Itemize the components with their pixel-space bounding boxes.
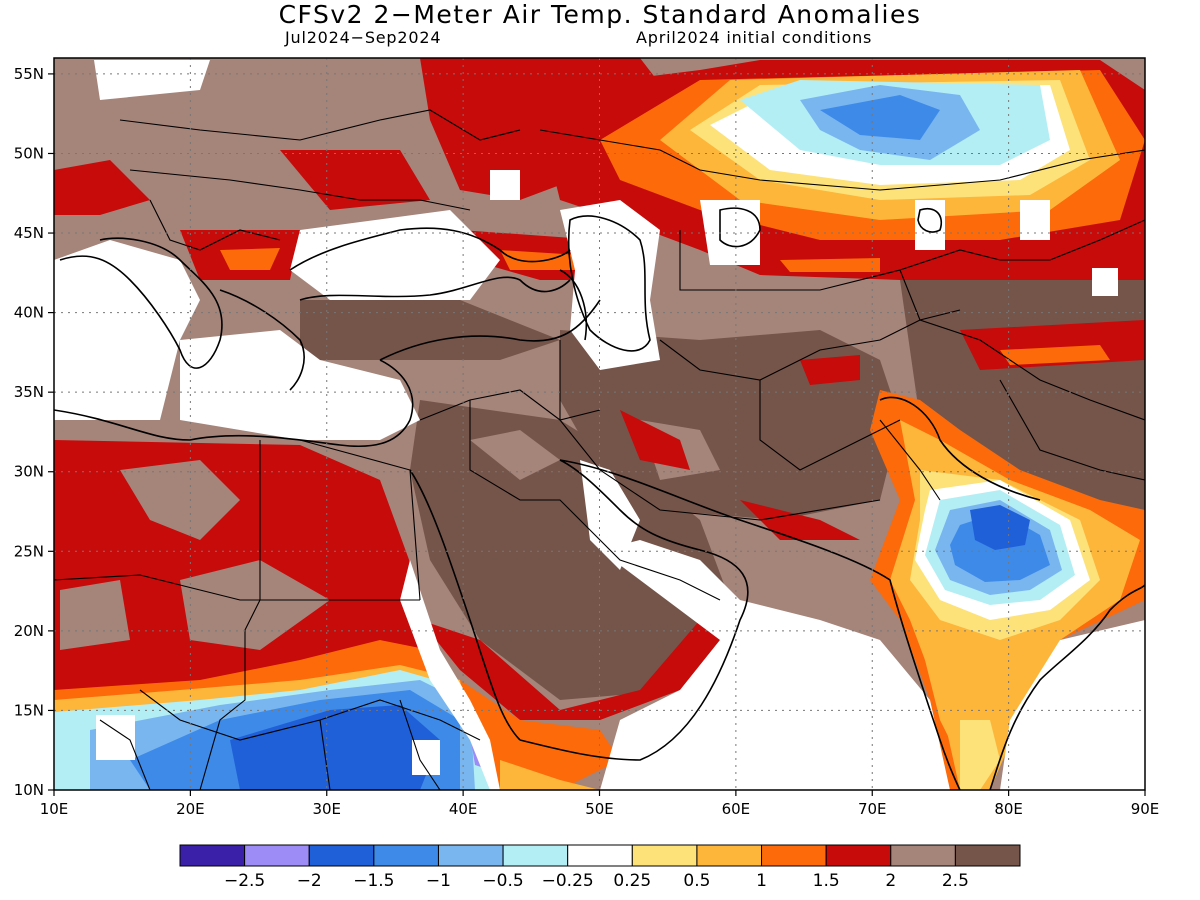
lat-tick-label: 25N (14, 542, 44, 560)
lat-tick-label: 40N (14, 304, 44, 322)
colorbar-label: 0.5 (683, 871, 710, 891)
lon-tick-label: 50E (585, 800, 614, 818)
colorbar-label: 2 (885, 871, 896, 891)
lat-tick-label: 50N (14, 144, 44, 162)
colorbar-label: −1.5 (353, 871, 394, 891)
lon-tick-label: 40E (449, 800, 478, 818)
colorbar-swatch (308, 844, 375, 867)
map-title: CFSv2 2−Meter Air Temp. Standard Anomali… (278, 0, 922, 29)
forecast-period: Jul2024−Sep2024 (285, 28, 442, 47)
colorbar-swatch (502, 844, 569, 867)
colorbar-label: −2.5 (224, 871, 265, 891)
colorbar: −2.5 −2 −1.5 −1 −0.5 −0.25 0.25 0.5 1 1.5 2 2.5 (179, 844, 1021, 891)
colorbar-label: −0.5 (482, 871, 523, 891)
lat-tick-label: 45N (14, 224, 44, 242)
colorbar-swatch (631, 844, 698, 867)
colorbar-label: 2.5 (942, 871, 969, 891)
latitude-axis: 55N 50N 45N 40N 35N 30N 25N 20N 15N 10N (14, 65, 54, 799)
lat-tick-label: 15N (14, 701, 44, 719)
colorbar-swatch (373, 844, 439, 867)
colorbar-swatch (825, 844, 892, 867)
lon-tick-label: 30E (312, 800, 341, 818)
colorbar-swatch (244, 844, 310, 867)
gridlines (54, 58, 1145, 790)
lat-tick-label: 20N (14, 622, 44, 640)
lat-tick-label: 55N (14, 65, 44, 83)
initial-conditions-label: April2024 initial conditions (636, 28, 873, 47)
colorbar-label: −1 (426, 871, 451, 891)
colorbar-label: 1 (756, 871, 767, 891)
colorbar-swatch (567, 844, 633, 867)
colorbar-label: −0.25 (542, 871, 594, 891)
colorbar-label: 1.5 (813, 871, 840, 891)
lon-tick-label: 60E (722, 800, 751, 818)
colorbar-swatch (761, 844, 827, 867)
colorbar-swatch (954, 844, 1021, 867)
colorbar-swatch (437, 844, 504, 867)
lon-tick-label: 80E (994, 800, 1023, 818)
lon-tick-label: 20E (176, 800, 205, 818)
country-borders (54, 109, 1145, 790)
colorbar-swatch (696, 844, 763, 867)
colorbar-swatch (890, 844, 956, 867)
coastlines (54, 207, 1145, 790)
lat-tick-label: 30N (14, 463, 44, 481)
lon-tick-label: 70E (858, 800, 887, 818)
lat-tick-label: 10N (14, 781, 44, 799)
colorbar-label: −2 (297, 871, 322, 891)
lon-tick-label: 10E (40, 800, 69, 818)
longitude-axis: 10E 20E 30E 40E 50E 60E 70E 80E 90E (40, 790, 1160, 818)
colorbar-swatch (179, 844, 246, 867)
lon-tick-label: 90E (1131, 800, 1160, 818)
colorbar-label: 0.25 (613, 871, 651, 891)
lat-tick-label: 35N (14, 383, 44, 401)
